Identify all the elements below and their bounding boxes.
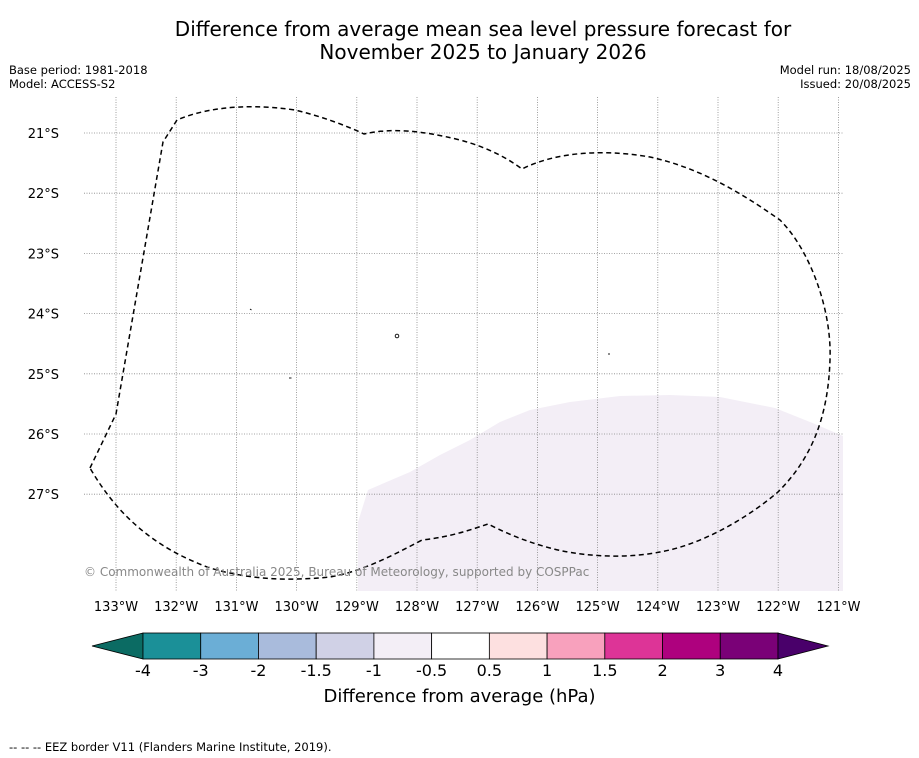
latitude-label: 21°S — [28, 127, 59, 142]
colorbar-tick-label: 0.5 — [477, 661, 502, 680]
colorbar-tick-label: 4 — [773, 661, 783, 680]
longitude-label: 128°W — [395, 600, 439, 615]
longitude-label: 127°W — [455, 600, 499, 615]
colorbar-bin — [662, 632, 721, 660]
colorbar-tick-label: 3 — [715, 661, 725, 680]
longitude-label: 121°W — [816, 600, 860, 615]
colorbar-tick-label: 2 — [657, 661, 667, 680]
colorbar-tick-label: 1 — [542, 661, 552, 680]
latitude-labels: 21°S 22°S 23°S 24°S 25°S 26°S 27°S — [28, 127, 59, 503]
colorbar-tick-label: -1.5 — [301, 661, 332, 680]
island-mark — [249, 308, 252, 311]
latitude-label: 23°S — [28, 247, 59, 262]
colorbar-title: Difference from average (hPa) — [323, 686, 596, 707]
longitude-label: 132°W — [154, 600, 198, 615]
eez-legend-note: -- -- -- EEZ border V11 (Flanders Marine… — [9, 740, 332, 754]
colorbar-bin — [258, 632, 317, 660]
longitude-label: 130°W — [275, 600, 319, 615]
latitude-label: 27°S — [28, 488, 59, 503]
longitude-label: 125°W — [576, 600, 620, 615]
longitude-label: 129°W — [335, 600, 379, 615]
longitude-label: 133°W — [94, 600, 138, 615]
colorbar-bin — [431, 632, 490, 660]
latitude-label: 26°S — [28, 428, 59, 443]
longitude-label: 131°W — [214, 600, 258, 615]
chart-title: Difference from average mean sea level p… — [0, 18, 919, 64]
model-run: Model run: 18/08/2025 — [779, 63, 911, 77]
colorbar-tick-label: -4 — [135, 661, 151, 680]
colorbar-under-arrow — [91, 632, 144, 660]
colorbar-bin — [604, 632, 663, 660]
colorbar-over-arrow — [777, 632, 830, 660]
title-line-1: Difference from average mean sea level p… — [174, 17, 792, 41]
copyright-notice: © Commonwealth of Australia 2025, Bureau… — [84, 565, 590, 579]
latitude-label: 22°S — [28, 187, 59, 202]
eez-border — [89, 106, 831, 580]
islands — [249, 308, 610, 379]
gridlines — [84, 97, 843, 591]
title-line-2: November 2025 to January 2026 — [319, 40, 647, 64]
colorbar-bin — [200, 632, 259, 660]
anomaly-region — [358, 395, 843, 591]
model-name: Model: ACCESS-S2 — [9, 77, 116, 91]
base-period: Base period: 1981-2018 — [9, 63, 148, 77]
colorbar-tick-label: -3 — [193, 661, 209, 680]
colorbar-bin — [142, 632, 202, 660]
colorbar-bin — [546, 632, 606, 660]
issued-date: Issued: 20/08/2025 — [800, 77, 911, 91]
colorbar: -4 -3 -2 -1.5 -1 -0.5 0.5 1 1.5 2 3 4 — [91, 632, 830, 680]
left-metadata: Base period: 1981-2018 Model: ACCESS-S2 — [9, 63, 148, 91]
longitude-label: 126°W — [515, 600, 559, 615]
colorbar-tick-label: -0.5 — [416, 661, 447, 680]
latitude-label: 24°S — [28, 308, 59, 323]
island-mark — [394, 333, 400, 339]
longitude-label: 124°W — [636, 600, 680, 615]
colorbar-tick-label: -2 — [250, 661, 266, 680]
colorbar-bin — [373, 632, 433, 660]
colorbar-bin — [315, 632, 375, 660]
colorbar-bin — [719, 632, 779, 660]
colorbar-tick-label: 1.5 — [592, 661, 617, 680]
right-metadata: Model run: 18/08/2025 Issued: 20/08/2025 — [780, 63, 911, 91]
longitude-label: 122°W — [756, 600, 800, 615]
colorbar-bin — [488, 632, 548, 660]
longitude-labels: 133°W 132°W 131°W 130°W 129°W 128°W 127°W 126°W… — [94, 600, 861, 615]
latitude-label: 25°S — [28, 368, 59, 383]
longitude-label: 123°W — [696, 600, 740, 615]
colorbar-tick-label: -1 — [366, 661, 382, 680]
